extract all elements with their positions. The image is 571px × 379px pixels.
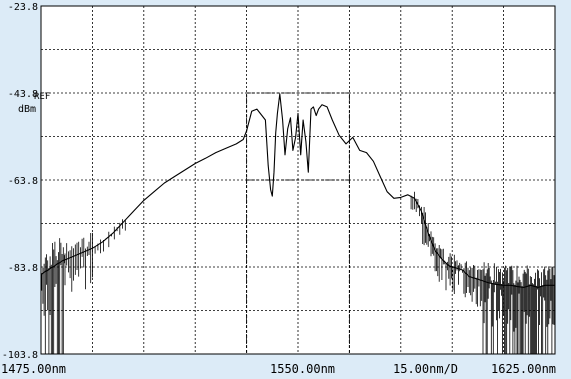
y-tick-label: -103.8 — [2, 350, 38, 361]
x-center-label: 1550.00nm — [270, 362, 335, 376]
x-start-label: 1475.00nm — [1, 362, 66, 376]
x-scale-label: 15.00nm/D — [393, 362, 458, 376]
noise-path — [41, 191, 555, 354]
ref-label: REF — [34, 92, 50, 102]
spectrum-trace — [40, 93, 555, 288]
plot-frame — [40, 5, 556, 355]
y-tick-label: -63.8 — [8, 176, 38, 187]
noise-floor — [41, 191, 555, 354]
y-tick-labels: -23.8 -43.8 -63.8 -83.8 -103.8 — [2, 2, 38, 361]
marker-rect — [246, 92, 350, 181]
y-tick-label: -43.8 — [8, 89, 38, 100]
x-end-label: 1625.00nm — [491, 362, 556, 376]
marker-box — [246, 92, 350, 354]
y-tick-label: -23.8 — [8, 2, 38, 13]
y-unit-label: dBm — [18, 104, 36, 115]
y-tick-label: -83.8 — [8, 263, 38, 274]
